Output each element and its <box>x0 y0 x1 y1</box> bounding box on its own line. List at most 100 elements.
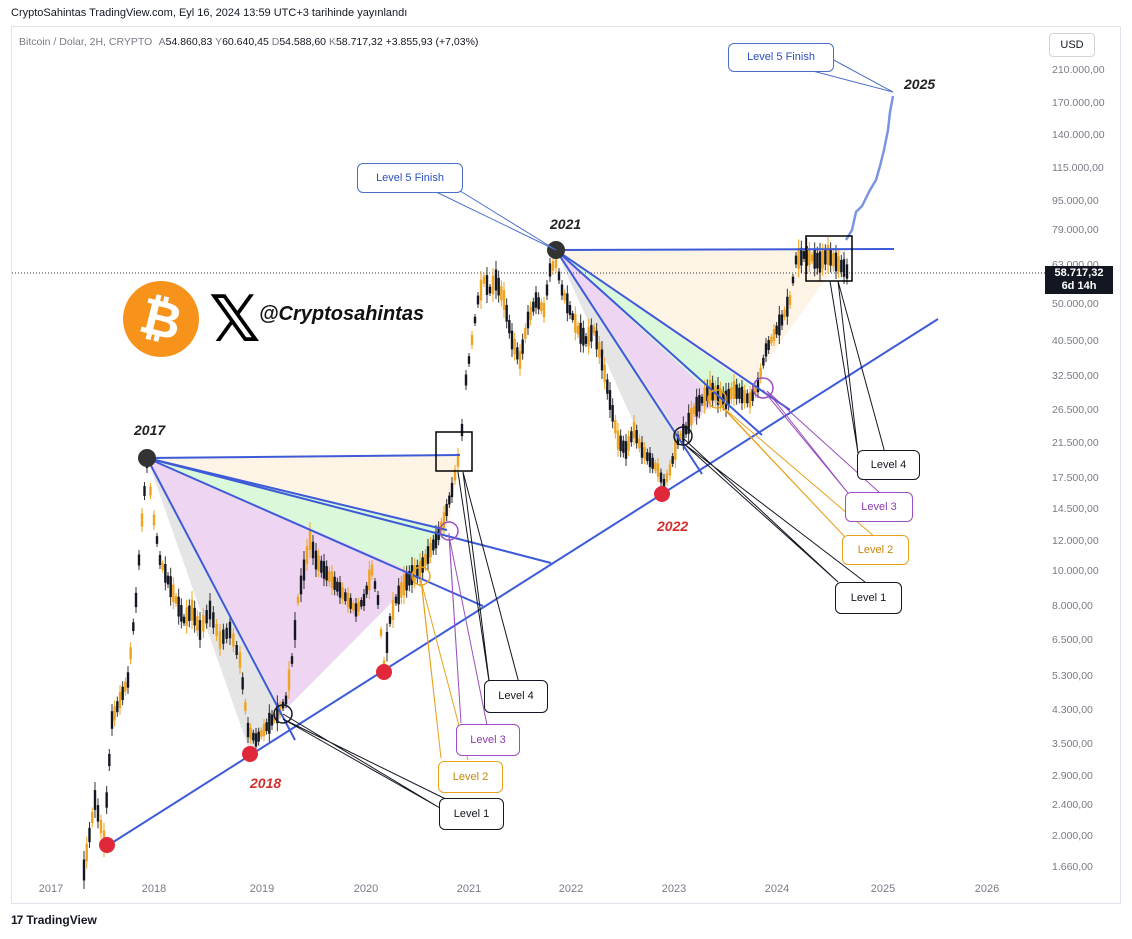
candle-body <box>646 452 649 462</box>
candle-body <box>690 407 693 426</box>
candle-body <box>126 672 130 688</box>
candle-body <box>491 275 495 295</box>
candle-body <box>88 827 91 843</box>
projection-path <box>844 95 895 241</box>
candle-body <box>341 587 344 600</box>
candle-body <box>692 406 696 414</box>
fan-2017-l1 <box>146 457 296 741</box>
candle-body <box>648 452 652 468</box>
candle-body <box>603 364 606 383</box>
candle-body <box>703 387 706 407</box>
candle-body <box>700 396 704 404</box>
pivot-low-2017 <box>99 837 115 853</box>
chart-pane[interactable] <box>11 26 1121 904</box>
candle-body <box>754 385 757 395</box>
level4-callout-a[interactable]: Level 4 <box>484 680 548 713</box>
candle-body <box>534 292 538 308</box>
candle-body <box>619 435 622 452</box>
candle-body <box>287 669 291 691</box>
candle-body <box>284 695 288 705</box>
candle-body <box>695 396 698 417</box>
candle-body <box>299 575 303 595</box>
candle-body <box>494 269 498 291</box>
candle-body <box>818 251 822 273</box>
currency-button[interactable]: USD <box>1049 33 1095 57</box>
candle-body <box>635 430 638 444</box>
candle-body <box>149 486 152 496</box>
candle-body <box>748 392 752 408</box>
candle-body <box>357 601 360 612</box>
candle-body <box>802 251 806 259</box>
price-tick: 40.500,00 <box>1052 335 1099 347</box>
candle-body <box>526 311 530 329</box>
low-value: 54.588,60 <box>279 36 327 48</box>
candle-body <box>488 286 492 294</box>
candle-body <box>513 338 516 355</box>
candle-body <box>698 395 701 412</box>
candle-body <box>188 605 191 622</box>
candle-body <box>668 464 672 476</box>
candle-body <box>143 486 146 496</box>
close-label: K <box>328 36 336 48</box>
candle-body <box>385 632 389 653</box>
level4-callout-b[interactable]: Level 4 <box>857 450 920 480</box>
level3-callout-a[interactable]: Level 3 <box>456 724 520 756</box>
annot-2021: 2021 <box>550 216 582 232</box>
candle-body <box>727 388 730 405</box>
candle-body <box>502 290 506 310</box>
candle-body <box>424 553 427 567</box>
candle-body <box>600 349 604 371</box>
level5-finish-2021[interactable]: Level 5 Finish <box>357 163 463 193</box>
candle-body <box>598 342 601 358</box>
candle-body <box>346 592 350 608</box>
candle-body <box>296 596 300 604</box>
callout-leaders <box>282 57 894 811</box>
candle-body <box>450 482 454 498</box>
candle-body <box>611 405 614 422</box>
fan-2017-l2 <box>146 457 484 607</box>
candle-body <box>595 330 598 350</box>
candle-body <box>568 305 572 315</box>
candle-body <box>676 435 680 445</box>
candle-body <box>108 753 111 767</box>
candle-body <box>164 563 167 583</box>
candle-body <box>155 536 159 544</box>
candle-body <box>137 554 141 566</box>
level1-callout-a[interactable]: Level 1 <box>439 798 504 830</box>
candle-body <box>751 388 754 402</box>
candle-body <box>616 430 620 450</box>
level5-finish-2025[interactable]: Level 5 Finish <box>728 43 834 72</box>
candle-body <box>679 433 682 440</box>
candle-body <box>563 292 566 301</box>
candle-body <box>470 335 474 345</box>
candle-body <box>722 391 725 405</box>
candle-body <box>659 472 663 483</box>
candle-body <box>500 286 503 301</box>
candle-body <box>408 571 411 586</box>
candle-body <box>786 296 789 317</box>
time-tick: 2024 <box>764 883 790 895</box>
candle-body <box>218 631 222 649</box>
fan-2017-grey <box>147 458 283 752</box>
tradingview-footer[interactable]: 17 TradingView <box>11 913 97 927</box>
candle-body <box>540 302 543 312</box>
level3-callout-b[interactable]: Level 3 <box>845 492 913 522</box>
level1-callout-b[interactable]: Level 1 <box>835 582 902 614</box>
candle-body <box>158 555 162 565</box>
price-tick: 2.000,00 <box>1052 830 1093 842</box>
candle-body <box>314 550 318 570</box>
candle-body <box>808 248 811 266</box>
candle-body <box>110 711 114 729</box>
candle-body <box>379 629 383 636</box>
time-tick: 2019 <box>249 883 275 895</box>
price-tick: 32.500,00 <box>1052 370 1099 382</box>
level2-callout-a[interactable]: Level 2 <box>438 761 503 793</box>
level3-circle-2023 <box>752 377 774 399</box>
price-tick: 115.000,00 <box>1052 162 1104 174</box>
candle-body <box>780 314 784 326</box>
candle-body <box>735 384 738 399</box>
candle-body <box>467 356 471 364</box>
level2-callout-b[interactable]: Level 2 <box>842 535 909 565</box>
candle-body <box>397 585 400 605</box>
